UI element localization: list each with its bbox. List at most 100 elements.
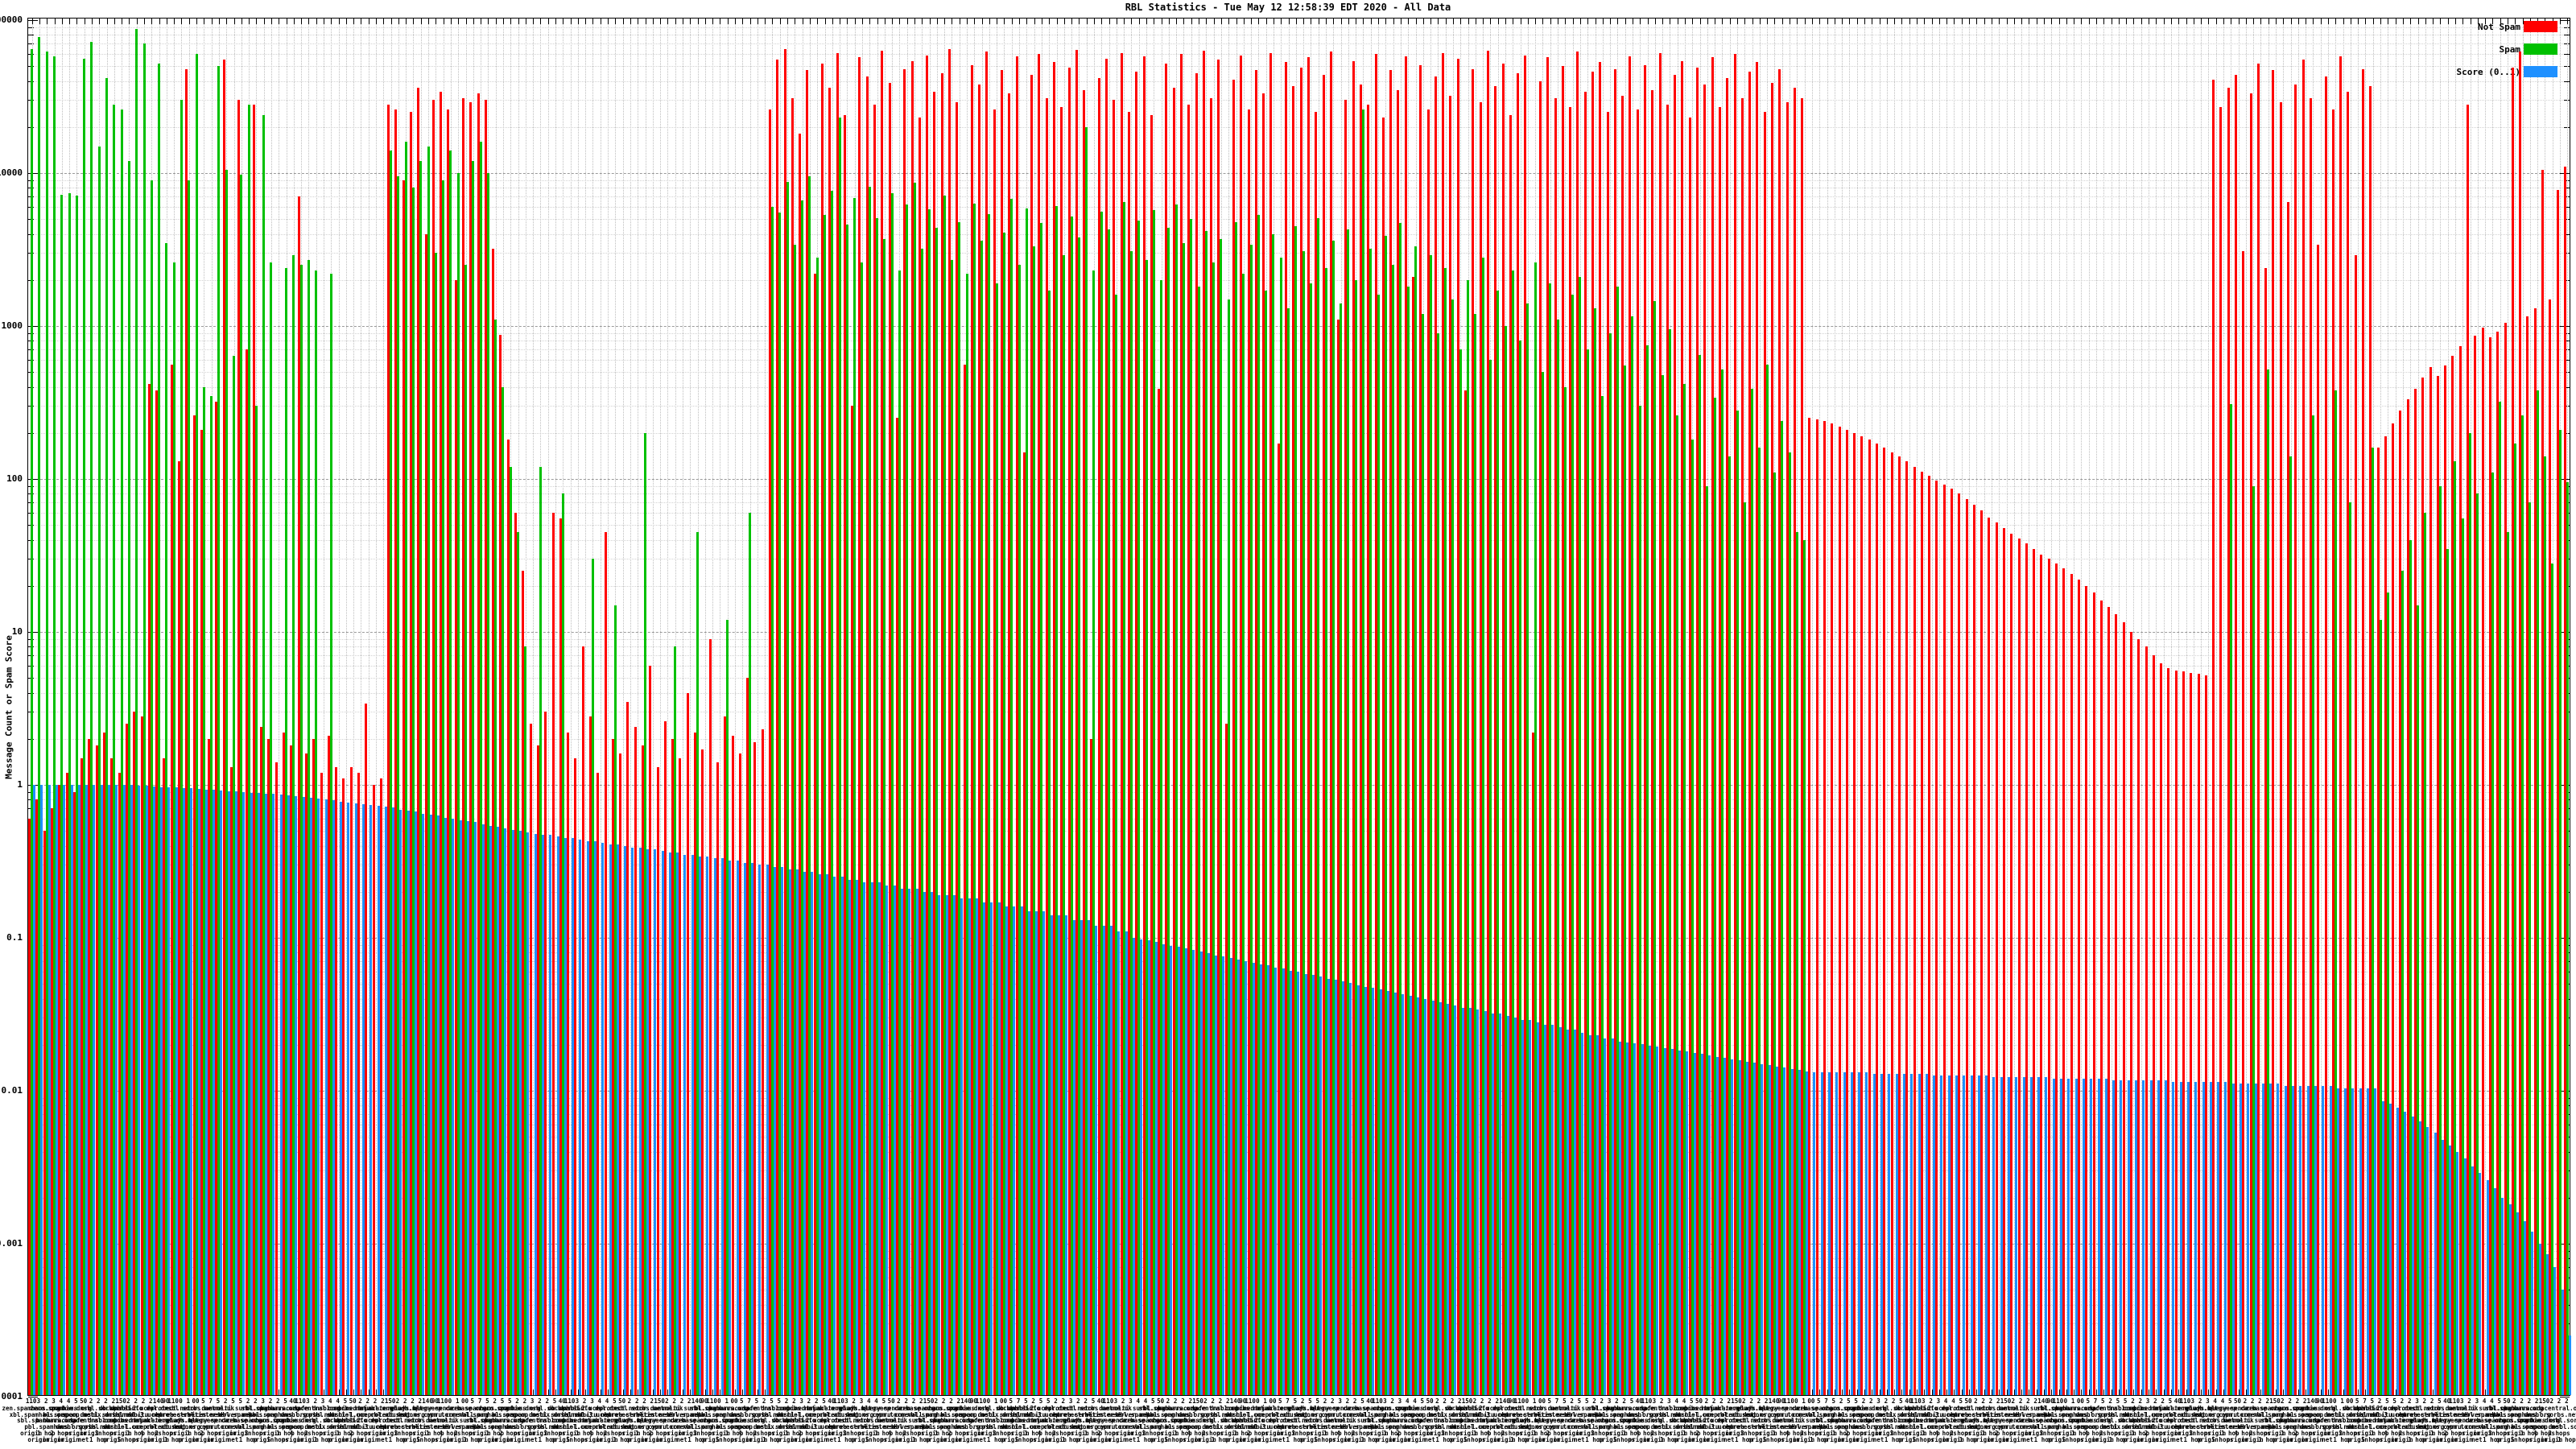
- x-label-qualifier: origin: [625, 1436, 648, 1443]
- x-label-qualifier: origin: [2025, 1430, 2047, 1437]
- bar-not-spam: [1905, 461, 1909, 1395]
- bar-score: [1192, 950, 1195, 1395]
- x-label-qualifier: origin: [214, 1430, 237, 1437]
- x-label-number: 4: [1413, 1397, 1417, 1405]
- bar-not-spam: [1150, 114, 1153, 1395]
- x-label-qualifier: origin: [177, 1436, 200, 1443]
- category-gridline: [2133, 19, 2135, 1395]
- x-label-qualifier: origin: [2077, 1436, 2099, 1443]
- x-label-hostname: ix.dnsbl.manitu.net: [318, 1422, 388, 1430]
- bar-not-spam: [2190, 672, 2193, 1395]
- x-label-number: 00: [1269, 1397, 1277, 1405]
- bar-not-spam: [1591, 72, 1594, 1395]
- y-minor-tick: [2564, 80, 2570, 82]
- bar-spam: [1414, 246, 1417, 1395]
- bar-spam: [1249, 245, 1253, 1395]
- x-label-hostname: combined.njabl.org: [103, 1417, 169, 1424]
- x2-tick: [249, 19, 250, 24]
- x2-tick: [1961, 19, 1963, 24]
- x2-tick: [2051, 19, 2053, 24]
- x-label-number: 0: [1256, 1397, 1260, 1405]
- x-label-hostname: dbl.spamhaus.org: [1565, 1410, 1624, 1418]
- x2-tick: [91, 19, 93, 24]
- x-label-hostname: dnsbl-2.uceprotect.net: [1008, 1405, 1088, 1412]
- x-label-qualifier: 3 hops: [543, 1430, 566, 1437]
- y-tick-label: 10: [11, 626, 23, 637]
- bar-spam: [1451, 299, 1455, 1395]
- x-label-qualifier: origin: [768, 1430, 791, 1437]
- x2-tick: [218, 19, 220, 24]
- x-label-qualifier: 5 hops: [1014, 1436, 1037, 1443]
- x-label-qualifier: origin: [2204, 1430, 2227, 1437]
- x-label-qualifier: origin: [775, 1436, 798, 1443]
- x-label-number: 4: [336, 1397, 340, 1405]
- bar-spam: [2499, 402, 2502, 1395]
- x-label-qualifier: origin: [1075, 1436, 1097, 1443]
- x-label-hostname: rbl.interserver.net: [1080, 1410, 1150, 1418]
- x-label-number: 150: [654, 1397, 665, 1405]
- x-label-hostname: sbl.spamhaus.org: [914, 1417, 973, 1424]
- x-label-number: 2: [1480, 1397, 1484, 1405]
- bar-not-spam: [2152, 655, 2155, 1395]
- bar-score: [1918, 1073, 1921, 1395]
- x2-tick: [293, 19, 295, 24]
- bar-spam: [427, 146, 430, 1395]
- x2-tick: [2358, 19, 2359, 24]
- x-label-number: 5: [485, 1397, 489, 1405]
- x2-tick: [1281, 19, 1282, 24]
- bar-spam: [2386, 592, 2389, 1395]
- category-gridline: [2201, 19, 2202, 1395]
- x-label-hostname: relays.bl.gweep.ca: [611, 1417, 678, 1424]
- x-label-qualifier: 4 hops: [2234, 1430, 2256, 1437]
- x-tick: [2140, 1389, 2142, 1395]
- bar-score: [295, 796, 298, 1395]
- x2-tick: [2372, 19, 2374, 24]
- category-gridline: [2081, 19, 2083, 1395]
- bar-not-spam: [440, 92, 443, 1395]
- x-label-qualifier: origin: [506, 1436, 529, 1443]
- x-label-hostname: bl.spamcop.net: [1838, 1410, 1889, 1418]
- bar-score: [2037, 1076, 2041, 1395]
- x-label-qualifier: origin: [2323, 1430, 2346, 1437]
- x2-tick: [270, 19, 272, 24]
- x-label-number: 2: [956, 1397, 961, 1405]
- x2-tick: [1984, 19, 1985, 24]
- bar-spam: [509, 466, 512, 1395]
- minor-gridline: [28, 485, 2570, 487]
- x-label-hostname: cbl.abuseat.org: [1267, 1410, 1323, 1418]
- x2-tick: [1969, 19, 1971, 24]
- x-label-qualifier: 1 hop: [1383, 1430, 1402, 1437]
- category-gridline: [1886, 19, 1888, 1395]
- x-label-hostname: dnsbl.sorbs.net: [1402, 1422, 1457, 1430]
- bar-not-spam: [2294, 84, 2297, 1395]
- bar-spam: [2461, 518, 2464, 1395]
- category-gridline: [622, 19, 624, 1395]
- bar-not-spam: [1142, 56, 1146, 1395]
- x-label-number: 2: [1764, 1397, 1769, 1405]
- x-label-qualifier: 1 hop: [2557, 1436, 2576, 1443]
- x-label-number: 140: [422, 1397, 433, 1405]
- x2-tick: [1333, 19, 1335, 24]
- bar-score: [1963, 1075, 1966, 1395]
- bar-not-spam: [1075, 49, 1078, 1395]
- minor-gridline: [28, 80, 2570, 82]
- x-label-hostname: tor.dan.me.uk: [411, 1417, 459, 1424]
- x2-tick: [817, 19, 819, 24]
- x2-tick: [473, 19, 474, 24]
- bar-spam: [1713, 398, 1716, 1395]
- bar-not-spam: [2369, 86, 2372, 1395]
- x-label-qualifier: origin: [1127, 1430, 1150, 1437]
- bar-not-spam: [1337, 320, 1340, 1395]
- bar-spam: [1152, 210, 1155, 1395]
- bar-not-spam: [72, 791, 76, 1395]
- x-label-hostname: xbl.spamhaus.org: [9, 1410, 68, 1418]
- bar-not-spam: [192, 415, 196, 1395]
- x2-tick: [974, 19, 976, 24]
- x-label-number: 5: [1629, 1397, 1634, 1405]
- bar-score: [1933, 1075, 1936, 1395]
- x2-tick: [1483, 19, 1484, 24]
- x-label-number: 90: [969, 1397, 977, 1405]
- x-label-number: 40: [558, 1397, 566, 1405]
- bar-score: [220, 790, 223, 1395]
- x-label-number: 0: [2063, 1397, 2068, 1405]
